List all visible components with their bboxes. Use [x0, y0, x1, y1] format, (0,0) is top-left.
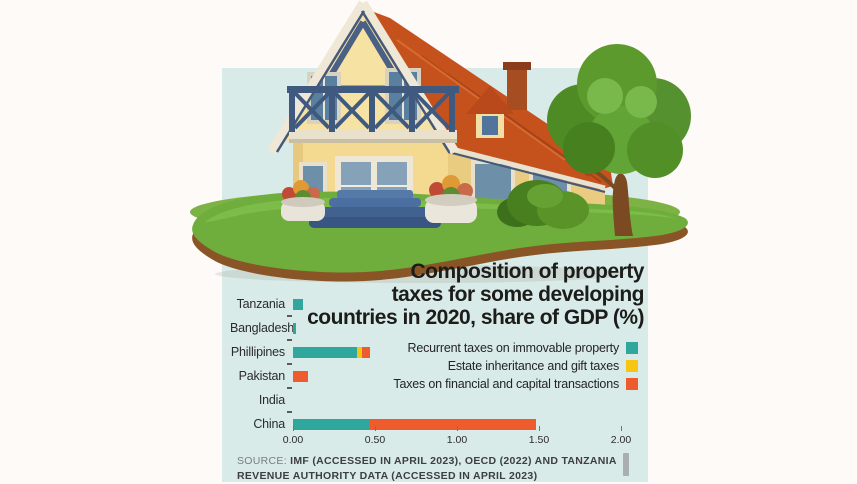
legend-label: Taxes on financial and capital transacti…	[393, 377, 619, 391]
chart-panel: Composition of property taxes for some d…	[222, 68, 648, 482]
x-axis-tick	[293, 426, 294, 431]
chart-row-china: China	[230, 412, 644, 436]
source-prefix: SOURCE:	[237, 455, 287, 467]
legend-swatch	[626, 342, 638, 354]
gray-marker-bar	[623, 453, 629, 476]
title-line: countries in 2020, share of GDP (%)	[307, 306, 644, 329]
chart-row-pakistan: Pakistan	[230, 364, 644, 388]
x-axis-tick	[375, 426, 376, 431]
category-tick	[287, 387, 292, 389]
category-tick	[287, 315, 292, 317]
chart-row-tanzania: Tanzania	[230, 292, 644, 316]
bar-chart: Tanzania Bangladesh Phillipines Pakistan Ind…	[230, 292, 644, 460]
chart-row-phillipines: Phillipines	[230, 340, 644, 364]
legend-swatch	[626, 378, 638, 390]
x-axis-label: 2.00	[610, 434, 632, 446]
bar-segment	[293, 298, 303, 310]
bar-segment	[293, 418, 371, 430]
x-axis-label: 1.50	[528, 434, 550, 446]
chart-row-india: India	[230, 388, 644, 412]
legend: Recurrent taxes on immovable property Est…	[393, 339, 638, 393]
category-label: Tanzania	[236, 297, 286, 311]
category-label: Bangladesh	[230, 321, 295, 335]
title-line: Composition of property	[410, 260, 645, 283]
source-note: SOURCE: IMF (ACCESSED IN APRIL 2023), OE…	[237, 454, 617, 484]
chart-row-bangladesh: Bangladesh	[230, 316, 644, 340]
legend-label: Recurrent taxes on immovable property	[407, 341, 620, 355]
category-tick	[287, 363, 292, 365]
legend-swatch	[626, 360, 638, 372]
bar-segment	[293, 370, 308, 382]
x-axis-tick	[457, 426, 458, 431]
bar-segment	[293, 322, 297, 334]
x-axis-label: 0.50	[364, 434, 386, 446]
category-label: China	[253, 417, 285, 431]
bar-segment	[370, 418, 536, 430]
x-axis-tick	[621, 426, 622, 431]
bar-track	[293, 370, 644, 382]
x-axis-label: 1.00	[446, 434, 468, 446]
bar-track	[293, 395, 644, 406]
source-text-line1: IMF (ACCESSED IN APRIL 2023), OECD (2022…	[290, 455, 617, 467]
category-label: Phillipines	[230, 345, 285, 359]
category-label: Pakistan	[238, 369, 286, 383]
category-tick	[287, 411, 292, 413]
bar-track	[293, 298, 644, 310]
x-axis-tick	[539, 426, 540, 431]
legend-item: Recurrent taxes on immovable property	[393, 339, 638, 357]
bar-track	[293, 322, 644, 334]
title-line: taxes for some developing	[391, 283, 645, 306]
bar-segment	[293, 346, 357, 358]
bar-segment	[361, 346, 371, 358]
category-tick	[287, 339, 292, 341]
category-label: India	[258, 393, 285, 407]
legend-item: Taxes on financial and capital transacti…	[393, 375, 638, 393]
bar-track	[293, 418, 644, 430]
legend-label: Estate inheritance and gift taxes	[447, 359, 619, 373]
bar-track	[293, 346, 644, 358]
bar-segment	[356, 346, 362, 358]
source-text-line2: REVENUE AUTHORITY DATA (ACCESSED IN APRI…	[237, 470, 538, 483]
legend-item: Estate inheritance and gift taxes	[393, 357, 638, 375]
x-axis-label: 0.00	[282, 434, 304, 446]
